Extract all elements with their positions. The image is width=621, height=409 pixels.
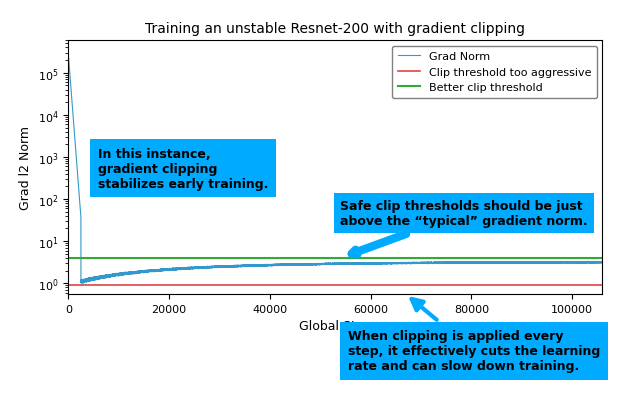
- Clip threshold too aggressive: [65, 283, 72, 288]
- Better clip threshold: [65, 256, 72, 261]
- Text: When clipping is applied every
step, it effectively cuts the learning
rate and c: When clipping is applied every step, it …: [348, 299, 600, 372]
- Grad Norm: [599, 260, 606, 265]
- Clip threshold too aggressive: [65, 283, 72, 288]
- Grad Norm: [327, 262, 335, 267]
- Grad Norm: [79, 281, 86, 286]
- Grad Norm: [170, 267, 178, 272]
- Title: Training an unstable Resnet-200 with gradient clipping: Training an unstable Resnet-200 with gra…: [145, 22, 525, 36]
- Grad Norm: [415, 261, 423, 266]
- Line: Grad Norm: Grad Norm: [68, 55, 602, 283]
- Y-axis label: Grad l2 Norm: Grad l2 Norm: [19, 126, 32, 209]
- Legend: Grad Norm, Clip threshold too aggressive, Better clip threshold: Grad Norm, Clip threshold too aggressive…: [392, 47, 597, 99]
- X-axis label: Global Step: Global Step: [299, 320, 371, 333]
- Grad Norm: [199, 266, 207, 271]
- Grad Norm: [143, 269, 150, 274]
- Grad Norm: [516, 260, 524, 265]
- Text: In this instance,
gradient clipping
stabilizes early training.: In this instance, gradient clipping stab…: [97, 147, 268, 190]
- Grad Norm: [65, 52, 72, 57]
- Text: Safe clip thresholds should be just
above the “typical” gradient norm.: Safe clip thresholds should be just abov…: [340, 199, 588, 255]
- Better clip threshold: [65, 256, 72, 261]
